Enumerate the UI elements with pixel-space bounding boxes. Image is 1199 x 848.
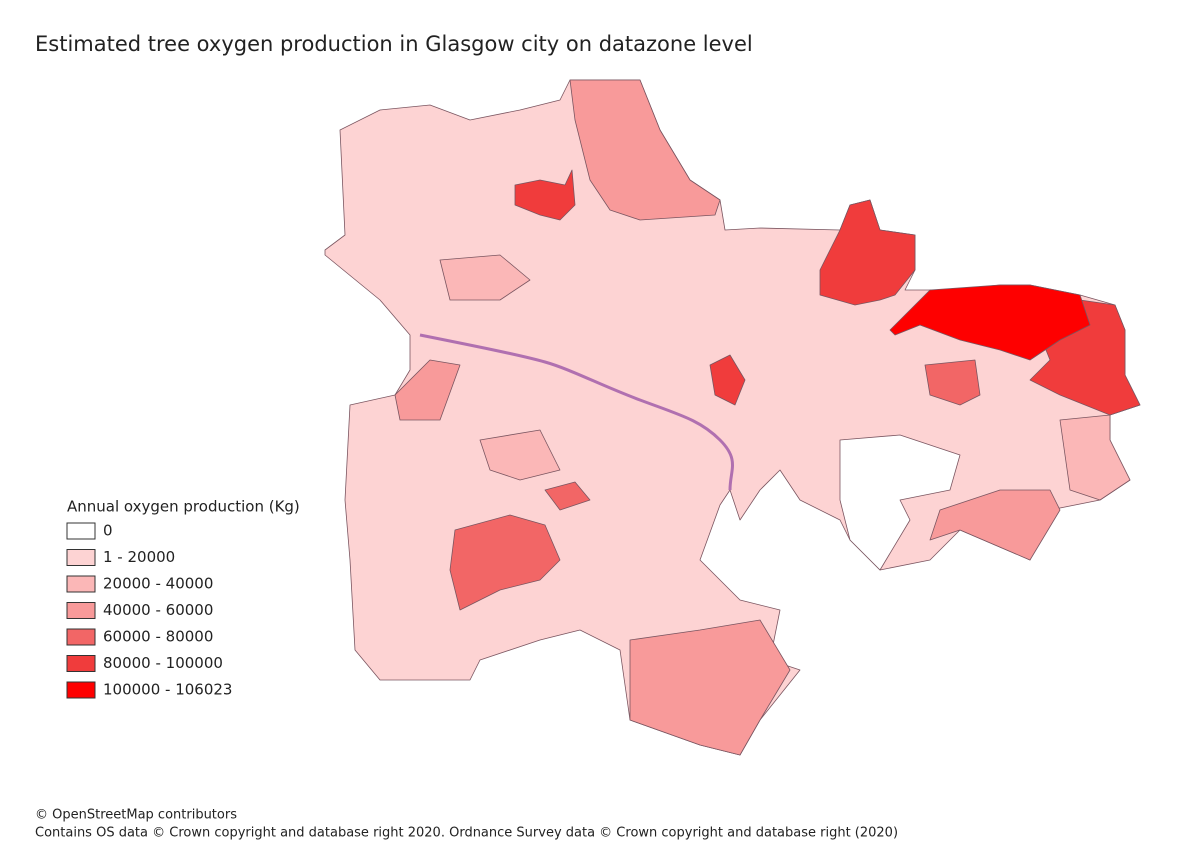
legend-label: 0 — [103, 522, 113, 540]
zone — [569, 79, 721, 221]
zone — [924, 359, 981, 406]
legend-swatch — [66, 549, 96, 566]
river — [419, 333, 734, 491]
legend-swatch — [66, 628, 96, 646]
map — [324, 79, 1141, 756]
zone — [819, 199, 916, 306]
zone — [544, 481, 591, 511]
legend-swatch — [66, 655, 96, 672]
map-title: Estimated tree oxygen production in Glas… — [35, 32, 753, 56]
legend-swatch — [66, 522, 96, 540]
zone — [514, 169, 576, 221]
legend-title: Annual oxygen production (Kg) — [67, 498, 300, 516]
legend-label: 60000 - 80000 — [103, 628, 213, 646]
legend-label: 40000 - 60000 — [103, 601, 213, 619]
legend-label: 1 - 20000 — [103, 548, 175, 566]
zone — [439, 254, 531, 301]
attribution: © OpenStreetMap contributors — [35, 808, 237, 823]
zone — [629, 619, 791, 756]
zone — [449, 514, 561, 611]
zone — [889, 284, 1091, 361]
zone — [839, 434, 961, 571]
legend: Annual oxygen production (Kg) 0 1 - 20000… — [66, 498, 300, 699]
zone — [709, 354, 746, 406]
legend-swatch — [66, 575, 96, 593]
zone — [479, 429, 561, 481]
zone — [394, 359, 461, 421]
legend-label: 80000 - 100000 — [103, 654, 223, 672]
legend-label: 100000 - 106023 — [103, 681, 232, 699]
legend-swatch — [66, 602, 96, 619]
legend-label: 20000 - 40000 — [103, 575, 213, 593]
legend-swatch — [66, 681, 96, 699]
zone — [929, 489, 1061, 561]
attribution: Contains OS data © Crown copyright and d… — [35, 826, 898, 841]
